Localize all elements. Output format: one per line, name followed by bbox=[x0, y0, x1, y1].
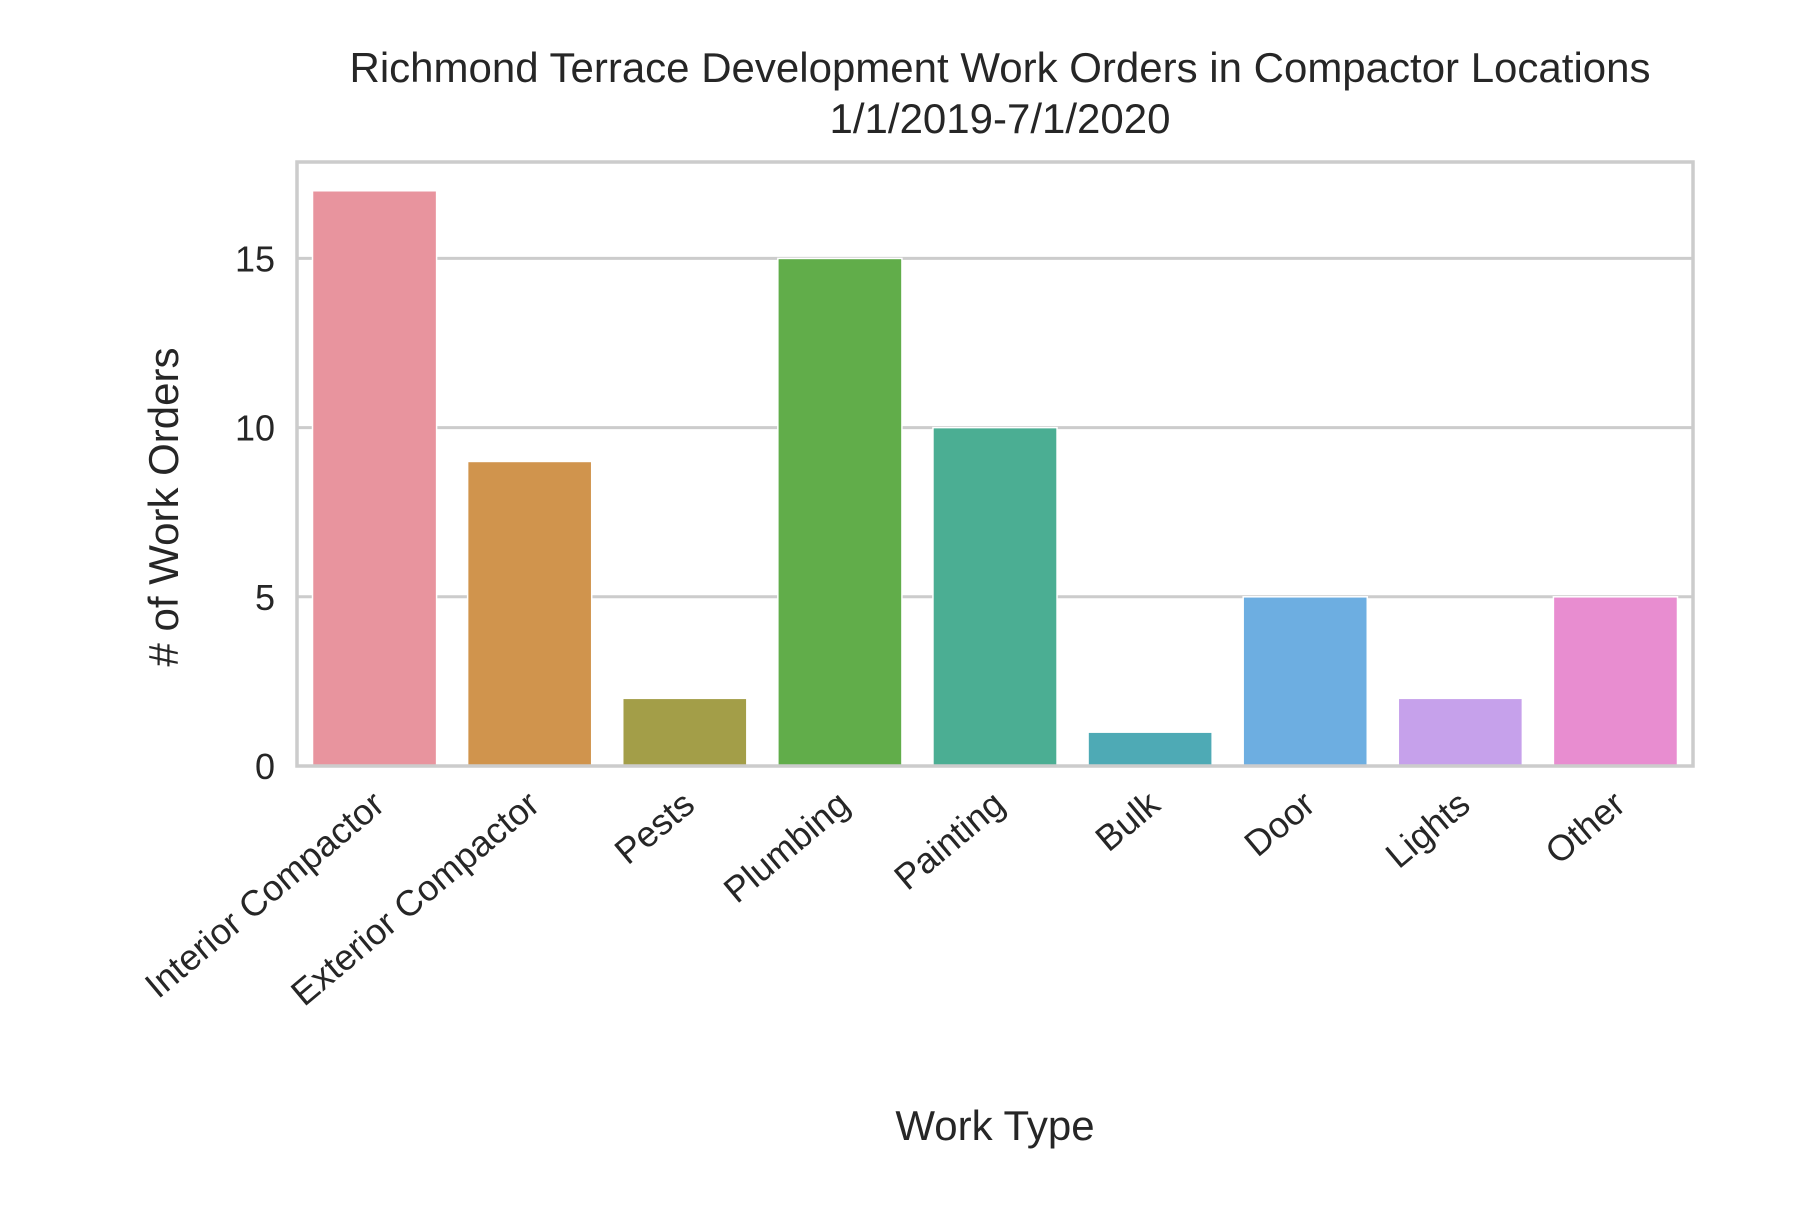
bar-pests bbox=[621, 697, 748, 767]
x-axis-label: Work Type bbox=[895, 1102, 1094, 1149]
bar-bulk bbox=[1087, 731, 1213, 767]
bar-plumbing bbox=[777, 257, 903, 767]
y-axis-ticks: 0 5 10 15 bbox=[235, 238, 275, 787]
x-tick-label: Door bbox=[1236, 783, 1322, 865]
y-tick-label: 10 bbox=[235, 408, 275, 449]
bar-other bbox=[1552, 596, 1679, 767]
bar-lights bbox=[1397, 697, 1524, 767]
x-tick-label: Painting bbox=[886, 783, 1012, 898]
x-tick-label: Lights bbox=[1378, 783, 1478, 876]
bar-door bbox=[1242, 596, 1369, 767]
y-tick-label: 15 bbox=[235, 238, 275, 279]
x-tick-label: Other bbox=[1537, 783, 1632, 872]
y-tick-label: 0 bbox=[255, 746, 275, 787]
plot-frame bbox=[295, 160, 1695, 768]
x-tick-label: Plumbing bbox=[716, 783, 857, 911]
chart-title: Richmond Terrace Development Work Orders… bbox=[350, 44, 1651, 91]
x-tick-label: Pests bbox=[607, 783, 702, 872]
y-axis-label: # of Work Orders bbox=[140, 348, 187, 667]
bar-interior-compactor bbox=[311, 190, 438, 767]
x-tick-label: Bulk bbox=[1087, 782, 1168, 859]
bar-painting bbox=[932, 426, 1058, 767]
chart-subtitle: 1/1/2019-7/1/2020 bbox=[830, 95, 1171, 142]
x-tick-label: Exterior Compactor bbox=[283, 783, 547, 1014]
bar-exterior-compactor bbox=[466, 460, 593, 767]
bars bbox=[311, 190, 1679, 767]
y-tick-label: 5 bbox=[255, 577, 275, 618]
